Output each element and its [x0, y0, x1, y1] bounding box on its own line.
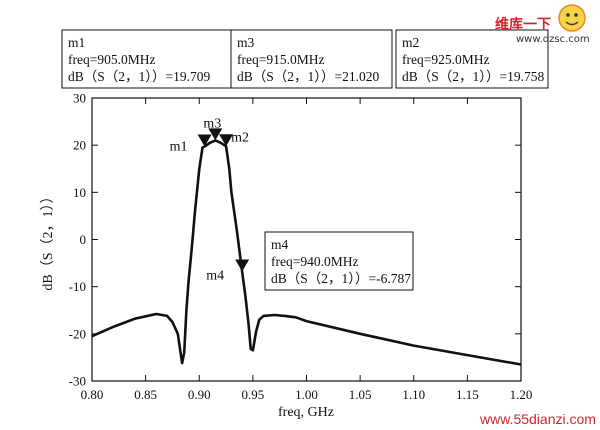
- x-tick-label: 1.20: [510, 387, 533, 402]
- info-box-m4: m4 freq=940.0MHz dB（S（2，1））=-6.787: [264, 231, 414, 291]
- info-box-m3-freq: freq=915.0MHz: [237, 52, 324, 67]
- x-tick-label: 0.90: [188, 387, 211, 402]
- x-tick-label: 1.00: [295, 387, 318, 402]
- marker-m4-label: m4: [206, 269, 224, 284]
- marker-m2-icon: [219, 134, 234, 147]
- x-tick-label: 1.05: [349, 387, 372, 402]
- x-tick-label: 0.95: [242, 387, 265, 402]
- info-box-m4-name: m4: [271, 237, 289, 252]
- y-tick-label: 20: [73, 138, 86, 153]
- y-tick-label: -30: [69, 374, 86, 389]
- marker-m3-label: m3: [203, 116, 221, 131]
- info-box-m1: m1 freq=905.0MHz dB（S（2，1））=19.709: [61, 29, 239, 89]
- info-box-m3-name: m3: [237, 35, 255, 50]
- y-axis-title: dB（S（2，1））: [40, 189, 56, 290]
- x-tick-label: 1.10: [402, 387, 425, 402]
- watermark-badge-icon: [558, 4, 586, 32]
- y-tick-label: 30: [73, 91, 86, 106]
- watermark-cn: 维库一下: [495, 16, 551, 33]
- info-box-m1-name: m1: [68, 35, 85, 50]
- info-box-m2: m2 freq=925.0MHz dB（S（2，1））=19.758: [395, 29, 549, 89]
- x-axis-title: freq, GHz: [278, 405, 334, 420]
- info-box-m1-freq: freq=905.0MHz: [68, 52, 155, 67]
- y-tick-label: -10: [69, 279, 86, 294]
- info-box-m3-value: dB（S（2，1））=21.020: [237, 69, 380, 84]
- info-box-m4-freq: freq=940.0MHz: [271, 254, 358, 269]
- info-box-m2-freq: freq=925.0MHz: [402, 52, 489, 67]
- series-line: [91, 139, 522, 366]
- x-tick-label: 1.15: [456, 387, 479, 402]
- ticks: 0.80 0.85 0.90 0.95 1.00 1.05 1.10 1.15 1.20 30 20…: [69, 91, 533, 403]
- info-box-m2-value: dB（S（2，1））=19.758: [402, 69, 545, 84]
- marker-m1-label: m1: [170, 140, 188, 155]
- marker-m2-label: m2: [231, 130, 249, 145]
- x-tick-label: 0.80: [81, 387, 104, 402]
- marker-m4-icon: [235, 259, 250, 272]
- watermark-url-top: www.dzsc.com: [516, 34, 590, 45]
- info-box-m3: m3 freq=915.0MHz dB（S（2，1））=21.020: [230, 29, 393, 89]
- y-tick-label: -20: [69, 326, 86, 341]
- marker-m1-icon: [197, 134, 212, 147]
- y-tick-label: 0: [80, 232, 87, 247]
- watermark-url-bottom: www.55dianzi.com: [479, 411, 596, 427]
- info-box-m4-value: dB（S（2，1））=-6.787: [271, 271, 411, 286]
- info-box-m1-value: dB（S（2，1））=19.709: [68, 69, 211, 84]
- info-box-m2-name: m2: [402, 35, 419, 50]
- y-tick-label: 10: [73, 185, 86, 200]
- markers: m1 m3 m2 m4: [170, 116, 250, 284]
- watermark-logo: 维库一下 www.dzsc.com: [495, 4, 590, 45]
- marker-m3-icon: [208, 128, 223, 141]
- x-tick-label: 0.85: [134, 387, 157, 402]
